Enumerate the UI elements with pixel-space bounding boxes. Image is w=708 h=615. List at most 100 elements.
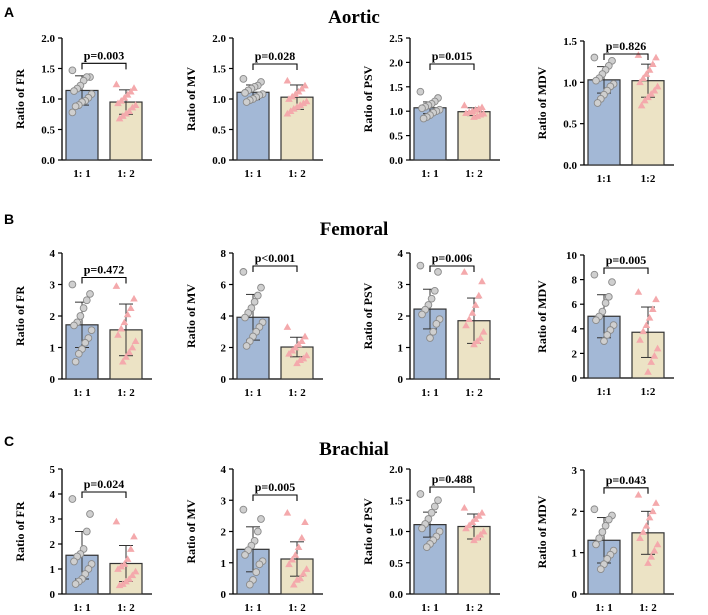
data-point-circle	[595, 534, 604, 543]
y-tick-label: 5	[50, 464, 56, 476]
data-point-triangle	[128, 571, 137, 579]
data-point-triangle	[653, 540, 662, 548]
bar-group-1	[236, 91, 270, 161]
data-point-triangle	[123, 90, 132, 98]
data-point-triangle	[127, 304, 135, 311]
data-point-triangle	[125, 348, 133, 356]
data-point-triangle	[653, 344, 662, 352]
data-point-triangle	[473, 337, 481, 345]
data-point-triangle	[127, 87, 135, 95]
data-point-triangle	[475, 291, 483, 299]
bar-group-1	[413, 524, 447, 595]
x-category-label: 1: 1	[244, 602, 261, 614]
data-point-triangle	[120, 93, 129, 101]
x-category-label: 1:1	[597, 386, 612, 398]
significance-bracket	[81, 276, 127, 284]
chart-panel-femoral-4: 0 2 4 6 8 10 Ratio of MDV 1:1 1:2 p=0.005	[535, 250, 674, 398]
data-point-triangle	[649, 305, 657, 312]
y-tick-label: 0.0	[389, 589, 403, 601]
data-point-circle	[429, 327, 438, 336]
data-point-triangle	[290, 580, 298, 588]
data-point-triangle	[645, 66, 654, 73]
data-point-triangle	[465, 521, 473, 529]
data-point-triangle	[128, 103, 137, 111]
data-point-circle	[418, 524, 426, 533]
y-tick-label: 4	[50, 248, 56, 260]
y-axis-label: Ratio of FR	[13, 501, 27, 561]
y-tick-label: 1	[572, 548, 578, 560]
data-point-triangle	[114, 565, 122, 572]
data-point-triangle	[115, 581, 124, 589]
data-point-triangle	[478, 508, 486, 516]
y-axis-label: Ratio of PSV	[361, 498, 375, 565]
y-axis-label: Ratio of PSV	[361, 282, 375, 349]
data-point-circle	[70, 557, 78, 566]
data-point-circle	[68, 108, 77, 117]
y-tick-label: 2	[398, 311, 404, 323]
data-point-circle	[245, 580, 254, 589]
y-tick-label: 1	[398, 343, 404, 355]
chart-panel-femoral-3: 0 1 2 3 4 Ratio of PSV 1: 1 1: 2 p=0.006	[361, 248, 500, 399]
y-tick-label: 2	[50, 539, 56, 551]
y-tick-label: 4	[572, 324, 578, 336]
x-category-label: 1: 1	[244, 168, 261, 180]
data-point-circle	[608, 278, 616, 286]
significance-bracket	[252, 494, 298, 501]
data-point-circle	[253, 527, 262, 536]
significance-bracket	[81, 62, 127, 70]
data-point-triangle	[130, 84, 138, 91]
data-point-circle	[419, 114, 428, 123]
data-point-triangle	[117, 324, 125, 332]
data-point-triangle	[294, 340, 303, 348]
data-point-triangle	[293, 576, 301, 583]
data-point-circle	[68, 495, 77, 503]
data-point-circle	[255, 560, 264, 569]
section-title-brachial: Brachial	[319, 439, 389, 460]
data-point-circle	[590, 505, 599, 514]
y-tick-label: 2	[572, 348, 578, 360]
significance-bracket	[603, 267, 649, 274]
data-point-circle	[239, 505, 248, 514]
y-tick-label: 2.0	[212, 33, 226, 45]
y-tick-label: 2	[221, 527, 227, 539]
data-point-triangle	[462, 524, 470, 532]
data-point-circle	[603, 331, 612, 339]
x-category-label: 1: 1	[244, 387, 261, 399]
x-category-label: 1: 2	[288, 387, 306, 399]
data-point-triangle	[652, 53, 660, 61]
data-point-circle	[86, 510, 94, 518]
data-point-triangle	[283, 76, 292, 84]
data-point-circle	[422, 543, 431, 551]
y-tick-label: 4	[221, 464, 227, 476]
data-point-triangle	[291, 551, 300, 558]
significance-bracket	[603, 487, 649, 494]
y-tick-label: 2	[50, 311, 56, 323]
data-point-circle	[257, 515, 265, 523]
data-point-circle	[68, 280, 77, 289]
p-value-label: p=0.005	[606, 253, 647, 267]
data-point-circle	[418, 310, 426, 319]
x-category-label: 1: 2	[288, 168, 306, 180]
data-point-circle	[416, 87, 425, 96]
data-point-triangle	[650, 352, 659, 359]
x-category-label: 1:2	[641, 386, 656, 398]
data-point-triangle	[636, 534, 644, 542]
section-title-femoral: Femoral	[320, 219, 389, 240]
data-point-circle	[86, 290, 94, 298]
data-point-triangle	[298, 337, 306, 345]
data-point-triangle	[283, 508, 292, 516]
data-point-circle	[71, 357, 80, 366]
y-tick-label: 1.5	[212, 64, 226, 76]
data-point-circle	[70, 321, 78, 330]
chart-panel-aortic-4: 0.0 0.5 1.0 1.5 Ratio of MDV 1:1 1:2 p=0.826	[535, 36, 674, 185]
p-value-label: p=0.472	[84, 263, 125, 277]
y-tick-label: 1.0	[389, 106, 403, 118]
y-tick-label: 0.5	[41, 125, 55, 137]
data-point-circle	[592, 76, 600, 85]
y-tick-label: 2.0	[389, 464, 403, 476]
data-point-circle	[592, 316, 600, 325]
x-category-label: 1: 1	[73, 387, 90, 399]
data-point-circle	[430, 286, 439, 295]
chart-panel-brachial-3: 0.0 0.5 1.0 1.5 2.0 Ratio of PSV 1: 1 1: 2 p=0.4…	[361, 464, 500, 614]
data-point-triangle	[462, 321, 470, 329]
